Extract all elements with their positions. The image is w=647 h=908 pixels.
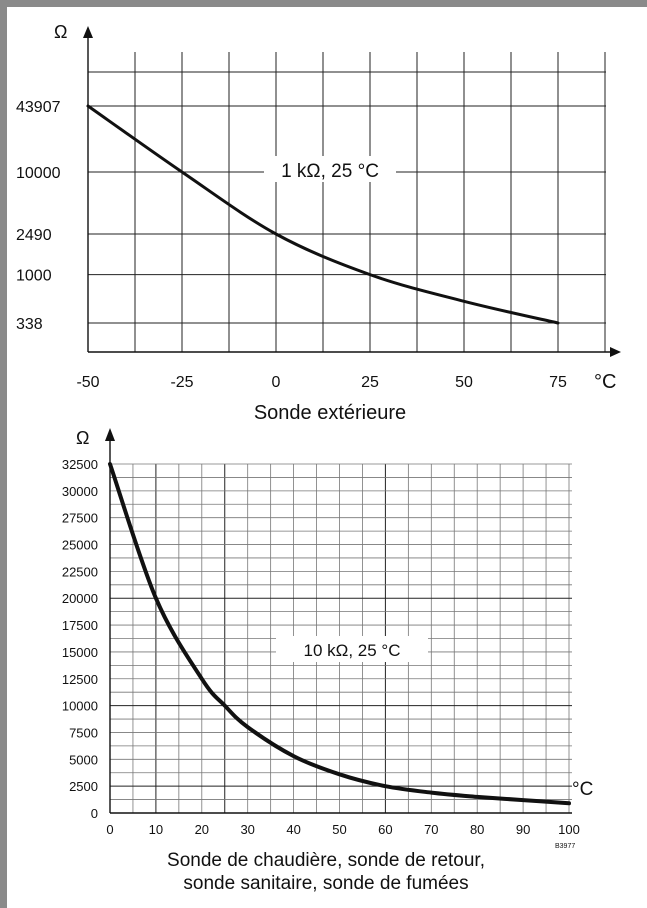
chart-sonde-exterieure: -50 -25 0 25 50 75 43907 10000 2490 1000 338 1 kΩ,…	[16, 22, 621, 420]
c1-title: Sonde extérieure	[254, 402, 406, 420]
c1-y-tick-label: 43907	[16, 99, 61, 116]
c1-y-tick-label: 338	[16, 316, 43, 333]
c1-y-tick-label: 2490	[16, 227, 52, 244]
c1-x-tick-label: -50	[76, 374, 99, 391]
c1-x-tick-label: 0	[272, 374, 281, 391]
c1-x-tick-label: 50	[455, 374, 473, 391]
c1-annotation-bg	[264, 156, 396, 182]
c1-x-tick-label: 75	[549, 374, 567, 391]
c1-x-tick-label: -25	[170, 374, 193, 391]
c1-x-axis-arrow	[610, 347, 621, 357]
c1-x-label: °C	[594, 371, 616, 393]
c1-series-line	[86, 104, 560, 325]
c1-y-axis-arrow	[83, 26, 93, 38]
c1-annotation: 1 kΩ, 25 °C	[281, 161, 379, 182]
c1-y-tick-label: 10000	[16, 165, 61, 182]
c1-x-tick-label: 25	[361, 374, 379, 391]
c1-y-tick-label: 1000	[16, 268, 52, 285]
c1-y-label: Ω	[54, 22, 67, 42]
